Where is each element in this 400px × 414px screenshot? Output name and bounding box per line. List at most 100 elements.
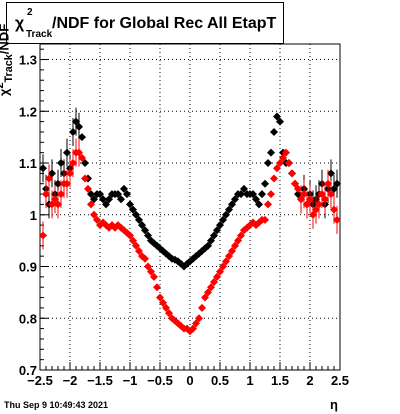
data-point bbox=[249, 190, 257, 199]
data-point bbox=[210, 231, 218, 240]
x-tick-label: −2.5 bbox=[27, 373, 53, 388]
chart-title-box: χ 2 Track /NDF for Global Rec All EtapT bbox=[6, 2, 284, 44]
title-superscript: 2 bbox=[27, 7, 33, 18]
x-tick-label: −1 bbox=[123, 373, 138, 388]
data-point bbox=[93, 215, 101, 224]
data-point bbox=[291, 179, 299, 188]
data-point bbox=[237, 231, 245, 240]
data-point bbox=[69, 127, 77, 136]
data-point bbox=[213, 272, 221, 281]
data-point bbox=[306, 195, 314, 204]
data-point bbox=[54, 200, 62, 209]
data-point bbox=[267, 190, 275, 199]
data-point bbox=[234, 236, 242, 245]
data-point bbox=[162, 303, 170, 312]
data-point bbox=[126, 231, 134, 240]
data-point bbox=[270, 127, 278, 136]
data-point bbox=[294, 184, 302, 193]
data-point bbox=[333, 179, 341, 188]
data-point bbox=[273, 112, 281, 121]
data-point bbox=[162, 249, 170, 258]
data-point bbox=[114, 190, 122, 199]
y-tick-label: 1.2 bbox=[19, 104, 37, 119]
data-point bbox=[231, 241, 239, 250]
data-point bbox=[198, 303, 206, 312]
data-point bbox=[57, 190, 65, 199]
x-tick-label: 2.5 bbox=[331, 373, 349, 388]
x-tick-label: −2 bbox=[63, 373, 78, 388]
data-point bbox=[99, 195, 107, 204]
data-point bbox=[141, 254, 149, 263]
data-point bbox=[216, 267, 224, 276]
data-point bbox=[42, 190, 50, 199]
data-point bbox=[273, 164, 281, 173]
data-point bbox=[144, 262, 152, 271]
data-point bbox=[216, 221, 224, 230]
data-point bbox=[294, 190, 302, 199]
data-point bbox=[231, 195, 239, 204]
data-point bbox=[300, 190, 308, 199]
data-point bbox=[318, 190, 326, 199]
y-label-chi: χ bbox=[0, 89, 11, 96]
data-point bbox=[264, 200, 272, 209]
title-subscript: Track bbox=[26, 29, 53, 40]
data-point bbox=[57, 159, 65, 168]
data-point bbox=[66, 169, 74, 178]
data-point bbox=[210, 278, 218, 287]
x-tick-label: −0.5 bbox=[147, 373, 173, 388]
data-point bbox=[51, 195, 59, 204]
data-point bbox=[207, 236, 215, 245]
data-point bbox=[123, 190, 131, 199]
data-point bbox=[45, 174, 53, 183]
data-point bbox=[90, 210, 98, 219]
data-point bbox=[147, 267, 155, 276]
data-point bbox=[288, 169, 296, 178]
data-point bbox=[78, 133, 86, 142]
data-point bbox=[222, 257, 230, 266]
data-point bbox=[63, 179, 71, 188]
data-point bbox=[69, 159, 77, 168]
data-point bbox=[87, 200, 95, 209]
data-point bbox=[264, 159, 272, 168]
data-point bbox=[159, 298, 167, 307]
data-point bbox=[204, 288, 212, 297]
chart-title: /NDF for Global Rec All EtapT bbox=[52, 15, 277, 32]
data-point bbox=[270, 174, 278, 183]
data-point bbox=[312, 205, 320, 214]
data-point bbox=[267, 148, 275, 157]
data-point bbox=[72, 117, 80, 126]
data-point bbox=[48, 200, 56, 209]
data-point bbox=[102, 200, 110, 209]
x-tick-label: 1 bbox=[246, 373, 253, 388]
data-point bbox=[279, 153, 287, 162]
data-point bbox=[120, 184, 128, 193]
data-point bbox=[303, 200, 311, 209]
x-tick-label: 2 bbox=[306, 373, 313, 388]
data-point bbox=[297, 195, 305, 204]
data-point bbox=[81, 159, 89, 168]
data-point bbox=[321, 195, 329, 204]
data-point bbox=[150, 272, 158, 281]
data-point bbox=[63, 148, 71, 157]
data-point bbox=[276, 159, 284, 168]
y-label-subscript: Track bbox=[2, 54, 15, 83]
y-label-superscript: 2 bbox=[0, 82, 6, 88]
x-tick-label: −1.5 bbox=[87, 373, 113, 388]
data-point bbox=[258, 190, 266, 199]
data-point bbox=[225, 205, 233, 214]
data-point bbox=[237, 190, 245, 199]
data-point bbox=[75, 122, 83, 131]
data-point bbox=[201, 293, 209, 302]
data-point bbox=[153, 283, 161, 292]
data-point bbox=[327, 190, 335, 199]
y-tick-label: 1 bbox=[30, 208, 37, 223]
data-point bbox=[126, 200, 134, 209]
data-point bbox=[213, 226, 221, 235]
data-point bbox=[255, 200, 263, 209]
data-point bbox=[219, 262, 227, 271]
data-point bbox=[144, 231, 152, 240]
data-point bbox=[48, 169, 56, 178]
y-tick-label: 1.3 bbox=[19, 53, 37, 68]
data-point bbox=[195, 314, 203, 323]
